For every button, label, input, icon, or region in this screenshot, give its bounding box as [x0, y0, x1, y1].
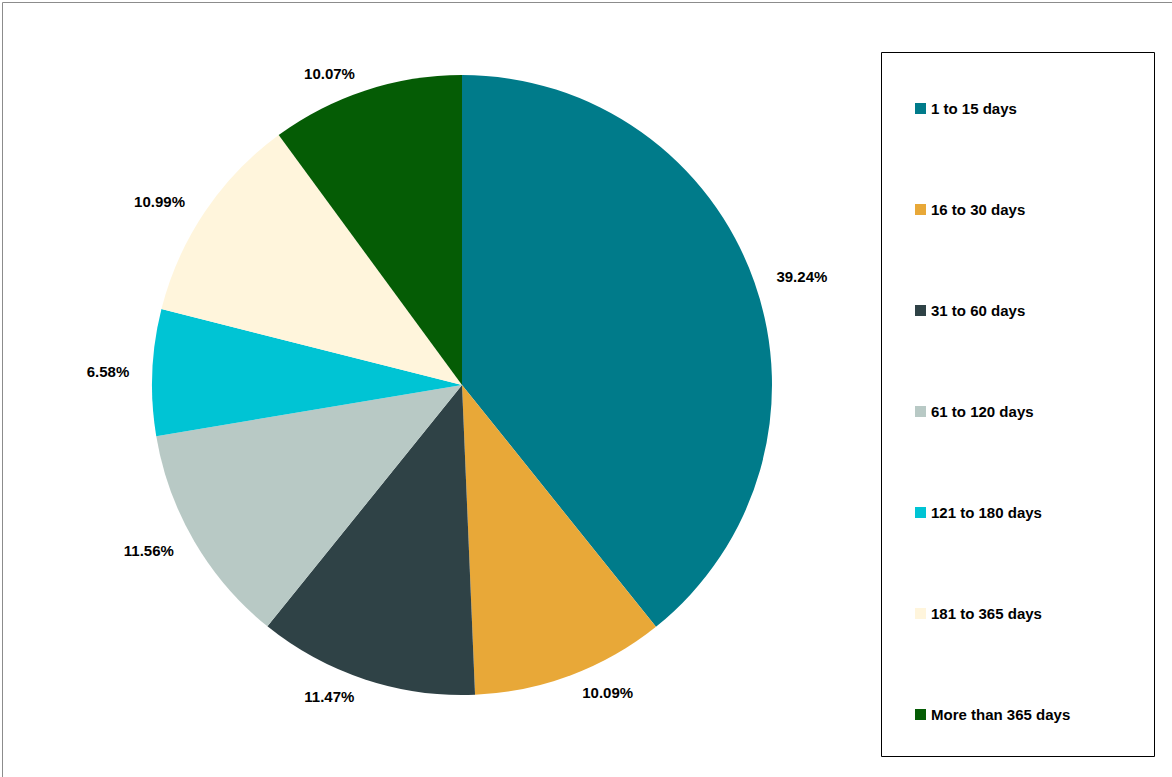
svg-text:6.58%: 6.58% — [87, 363, 130, 380]
svg-text:121 to 180 days: 121 to 180 days — [931, 504, 1042, 521]
svg-text:31 to 60 days: 31 to 60 days — [931, 302, 1025, 319]
svg-text:10.99%: 10.99% — [134, 193, 185, 210]
svg-text:10.09%: 10.09% — [582, 684, 633, 701]
svg-text:More than 365 days: More than 365 days — [931, 706, 1070, 723]
svg-text:39.24%: 39.24% — [776, 268, 827, 285]
svg-text:61 to 120 days: 61 to 120 days — [931, 403, 1034, 420]
svg-text:1 to 15 days: 1 to 15 days — [931, 100, 1017, 117]
svg-text:10.07%: 10.07% — [304, 65, 355, 82]
svg-text:11.47%: 11.47% — [304, 688, 354, 705]
svg-text:11.56%: 11.56% — [124, 542, 174, 559]
svg-text:181 to 365 days: 181 to 365 days — [931, 605, 1042, 622]
svg-text:16 to 30 days: 16 to 30 days — [931, 201, 1025, 218]
